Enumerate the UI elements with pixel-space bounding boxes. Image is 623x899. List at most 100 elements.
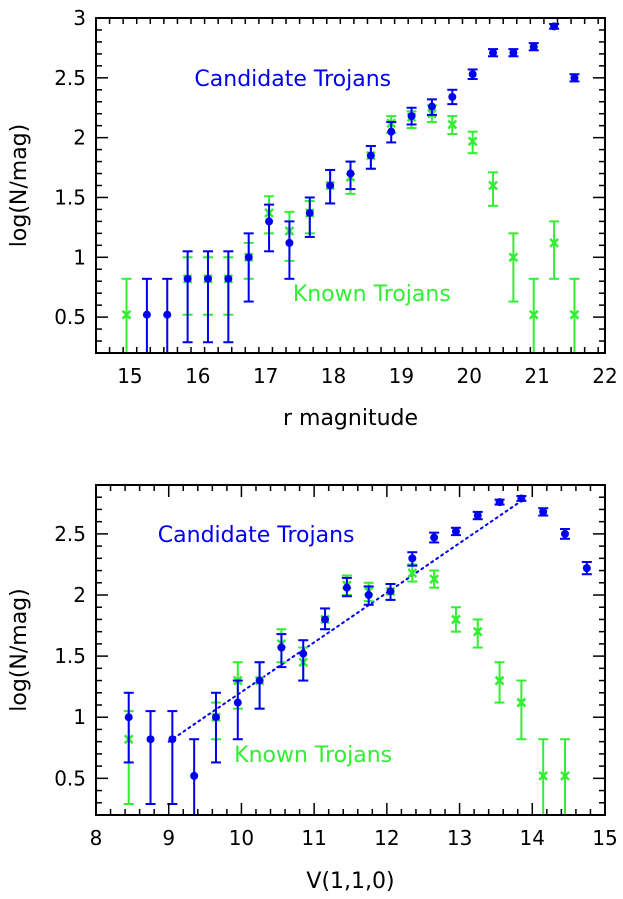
bottom-y-tick-label: 0.5: [54, 766, 86, 790]
top-annotation-known-trojans: Known Trojans: [293, 282, 451, 307]
bottom-candidate-point: [320, 607, 331, 631]
top-candidate-point: [202, 250, 213, 344]
bottom-series-layer: [123, 494, 592, 815]
bottom-candidate-point: [189, 738, 200, 815]
top-candidate-point: [304, 196, 315, 238]
top-candidate-point: [365, 145, 376, 170]
top-x-tick-label: 22: [592, 364, 617, 388]
bottom-candidate-point: [560, 528, 571, 540]
bottom-known-point: [450, 606, 461, 633]
top-y-tick-label: 1: [73, 245, 86, 269]
bottom-annotation-candidate-trojans: Candidate Trojans: [158, 523, 355, 548]
bottom-x-tick-label: 12: [374, 826, 399, 850]
top-candidate-point: [223, 250, 234, 344]
bottom-ticks: [95, 484, 606, 816]
top-candidate-point: [141, 277, 152, 353]
bottom-candidate-point: [472, 510, 483, 521]
top-x-tick-label: 21: [524, 364, 549, 388]
bottom-candidate-point: [407, 551, 418, 567]
top-x-axis-label: r magnitude: [283, 406, 418, 431]
bottom-x-tick-label: 13: [447, 826, 472, 850]
top-series-layer: [121, 22, 580, 353]
top-y-tick-label: 3: [73, 6, 86, 30]
bottom-candidate-point: [385, 583, 396, 601]
bottom-known-point: [407, 563, 418, 583]
bottom-candidate-point: [167, 710, 178, 805]
top-y-tick-label: 2: [73, 126, 86, 150]
bottom-candidate-point: [123, 691, 134, 764]
bottom-candidate-point: [494, 498, 505, 507]
top-x-tick-label: 15: [117, 364, 142, 388]
top-x-tick-label: 16: [185, 364, 210, 388]
bottom-candidate-point: [298, 639, 309, 682]
top-candidate-point: [406, 106, 417, 126]
top-x-tick-label: 17: [253, 364, 278, 388]
bottom-known-point: [429, 569, 440, 589]
bottom-candidate-point: [581, 561, 592, 576]
top-candidate-point: [488, 48, 499, 58]
bottom-y-tick-label: 2: [73, 583, 86, 607]
bottom-x-tick-label: 9: [162, 826, 175, 850]
bottom-candidate-point: [210, 691, 221, 764]
top-known-point: [447, 115, 458, 136]
top-y-tick-label: 1.5: [54, 185, 86, 209]
bottom-candidate-point: [538, 507, 549, 517]
bottom-plot-frame: [95, 484, 606, 816]
bottom-candidate-point: [254, 661, 265, 710]
top-y-axis-label: log(N/mag): [7, 124, 32, 247]
bottom-y-tick-label: 2.5: [54, 522, 86, 546]
bottom-x-tick-label: 8: [90, 826, 103, 850]
bottom-candidate-point: [276, 633, 287, 669]
top-candidate-point: [528, 42, 539, 52]
top-known-point: [508, 232, 519, 303]
bottom-x-tick-label: 11: [301, 826, 326, 850]
bottom-candidate-point: [429, 531, 440, 544]
top-tick-labels: 15 16 17 18 19 20 21 22 0.5 1 1.5 2 2.5 3: [54, 6, 618, 388]
top-x-tick-label: 19: [389, 364, 414, 388]
chart-bottom-v110: 8 9 10 11 12 13 14 15 0.5 1 1.5 2 2.5 V(1,1,0) log(N…: [7, 484, 618, 894]
top-candidate-point: [508, 48, 519, 58]
bottom-candidate-point: [341, 576, 352, 598]
top-candidate-point: [264, 203, 275, 253]
bottom-y-axis-label: log(N/mag): [7, 588, 32, 711]
bottom-candidate-point: [145, 710, 156, 805]
bottom-x-tick-label: 10: [229, 826, 254, 850]
top-candidate-point: [182, 250, 193, 344]
top-candidate-point: [447, 88, 458, 106]
top-candidate-point: [426, 98, 437, 116]
top-known-point: [528, 277, 539, 353]
top-known-point: [467, 130, 478, 155]
bottom-candidate-point: [232, 679, 243, 741]
top-known-point: [488, 171, 499, 207]
bottom-annotation-known-trojans: Known Trojans: [234, 743, 392, 768]
bottom-candidate-point: [516, 494, 527, 503]
bottom-x-tick-label: 14: [520, 826, 545, 850]
bottom-tick-labels: 8 9 10 11 12 13 14 15 0.5 1 1.5 2 2.5: [54, 522, 618, 850]
bottom-known-point: [472, 618, 483, 649]
top-candidate-point: [569, 73, 580, 83]
bottom-y-tick-label: 1: [73, 705, 86, 729]
bottom-known-point: [538, 738, 549, 815]
bottom-y-tick-label: 1.5: [54, 644, 86, 668]
top-y-tick-label: 2.5: [54, 66, 86, 90]
bottom-x-tick-label: 15: [592, 826, 617, 850]
top-candidate-point: [325, 168, 336, 205]
top-candidate-point: [467, 68, 478, 81]
top-known-point: [569, 277, 580, 353]
bottom-x-axis-label: V(1,1,0): [306, 869, 394, 894]
top-candidate-point: [386, 121, 397, 144]
bottom-candidate-point: [363, 585, 374, 606]
top-known-point: [121, 277, 132, 353]
top-candidate-point: [162, 277, 173, 353]
top-candidate-point: [345, 160, 356, 191]
chart-top-r-magnitude: 15 16 17 18 19 20 21 22 0.5 1 1.5 2 2.5 3 r magnitude…: [7, 6, 618, 431]
top-ticks: [95, 17, 605, 354]
top-annotation-candidate-trojans: Candidate Trojans: [194, 67, 391, 92]
bottom-known-point: [494, 661, 505, 704]
top-y-tick-label: 0.5: [54, 305, 86, 329]
bottom-fit-line: [167, 497, 527, 743]
bottom-known-point: [516, 679, 527, 741]
top-x-tick-label: 20: [457, 364, 482, 388]
top-x-tick-label: 18: [321, 364, 346, 388]
